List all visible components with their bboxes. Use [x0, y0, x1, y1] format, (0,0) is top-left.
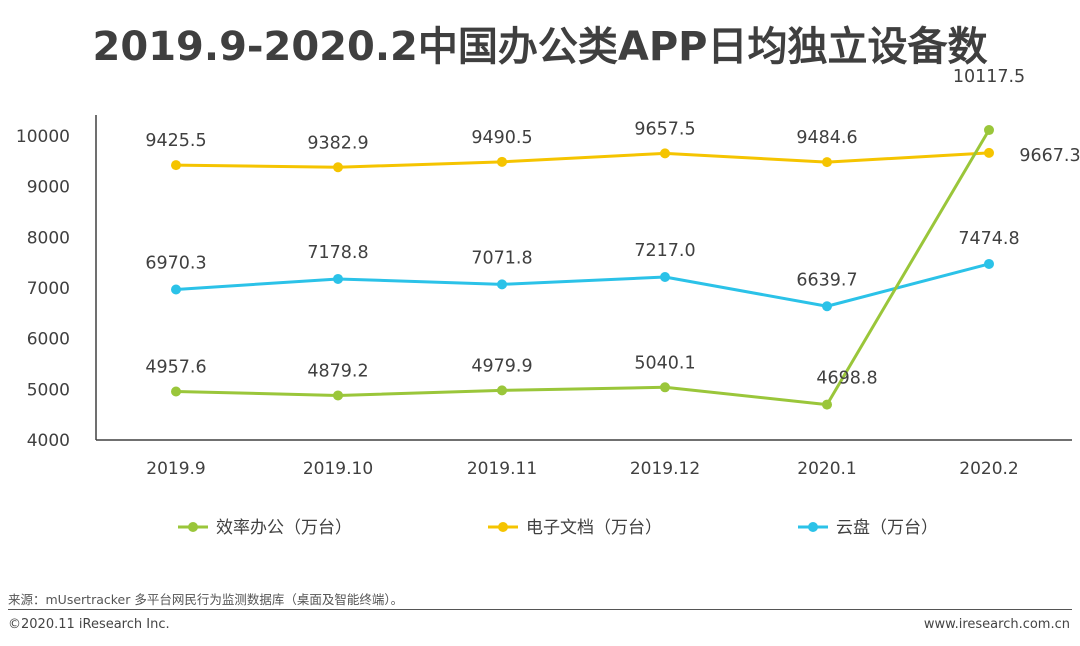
data-point [171, 284, 181, 295]
source-note: 来源：mUsertracker 多平台网民行为监测数据库（桌面及智能终端）。 [8, 592, 404, 607]
chart-title: 2019.9-2020.2中国办公类APP日均独立设备数 [92, 24, 988, 70]
data-point [984, 125, 994, 136]
legend-marker [498, 522, 508, 532]
data-label: 9425.5 [145, 131, 206, 151]
series-line [175, 151, 990, 169]
legend-label: 云盘（万台） [836, 518, 938, 538]
data-label: 7474.8 [958, 229, 1019, 249]
y-tick-label: 4000 [27, 431, 70, 451]
y-tick-label: 7000 [27, 279, 70, 299]
data-point [822, 157, 832, 168]
data-point [497, 156, 507, 167]
data-label: 9382.9 [307, 133, 368, 153]
y-tick-label: 9000 [27, 178, 70, 198]
x-tick-label: 2020.1 [797, 459, 856, 479]
data-label: 6639.7 [796, 270, 857, 290]
data-label: 9657.5 [634, 119, 695, 139]
x-tick-label: 2019.10 [303, 459, 373, 479]
data-label: 4957.6 [145, 357, 206, 377]
legend-label: 电子文档（万台） [526, 518, 662, 538]
data-point [333, 390, 343, 401]
data-label: 7178.8 [307, 243, 368, 263]
data-label: 9484.6 [796, 128, 857, 148]
data-label: 4698.8 [816, 369, 877, 389]
data-label: 7071.8 [471, 248, 532, 268]
data-label: 10117.5 [953, 67, 1025, 87]
y-tick-label: 10000 [16, 127, 70, 147]
data-label: 6970.3 [145, 254, 206, 274]
data-point [822, 399, 832, 410]
data-point [660, 382, 670, 393]
legend-marker [808, 522, 818, 532]
data-point [171, 386, 181, 397]
y-tick-label: 5000 [27, 380, 70, 400]
x-tick-label: 2019.12 [630, 459, 700, 479]
website-link[interactable]: www.iresearch.com.cn [923, 617, 1070, 632]
data-point [497, 385, 507, 396]
data-point [333, 162, 343, 173]
data-point [984, 147, 994, 158]
data-point [822, 301, 832, 312]
legend-label: 效率办公（万台） [216, 518, 352, 538]
y-tick-label: 6000 [27, 330, 70, 350]
data-point [660, 148, 670, 159]
data-label: 5040.1 [634, 353, 695, 373]
legend-marker [188, 522, 198, 532]
data-point [660, 272, 670, 283]
data-point [171, 160, 181, 171]
data-point [497, 279, 507, 290]
series-line [175, 262, 990, 308]
data-label: 4879.2 [307, 361, 368, 381]
data-label: 9490.5 [471, 128, 532, 148]
y-tick-label: 8000 [27, 228, 70, 248]
data-point [333, 273, 343, 284]
copyright-text: ©2020.11 iResearch Inc. [8, 617, 170, 632]
series-line [175, 129, 991, 407]
data-label: 4979.9 [471, 356, 532, 376]
x-tick-label: 2019.9 [146, 459, 205, 479]
line-chart: 4000 5000 6000 7000 8000 9000 10000 2019.9 2019… [16, 67, 1080, 538]
data-label: 9667.3 [1019, 146, 1080, 166]
footer-divider [8, 609, 1072, 610]
x-tick-label: 2020.2 [959, 459, 1018, 479]
data-label: 7217.0 [634, 241, 695, 261]
data-point [984, 258, 994, 269]
x-tick-label: 2019.11 [467, 459, 537, 479]
